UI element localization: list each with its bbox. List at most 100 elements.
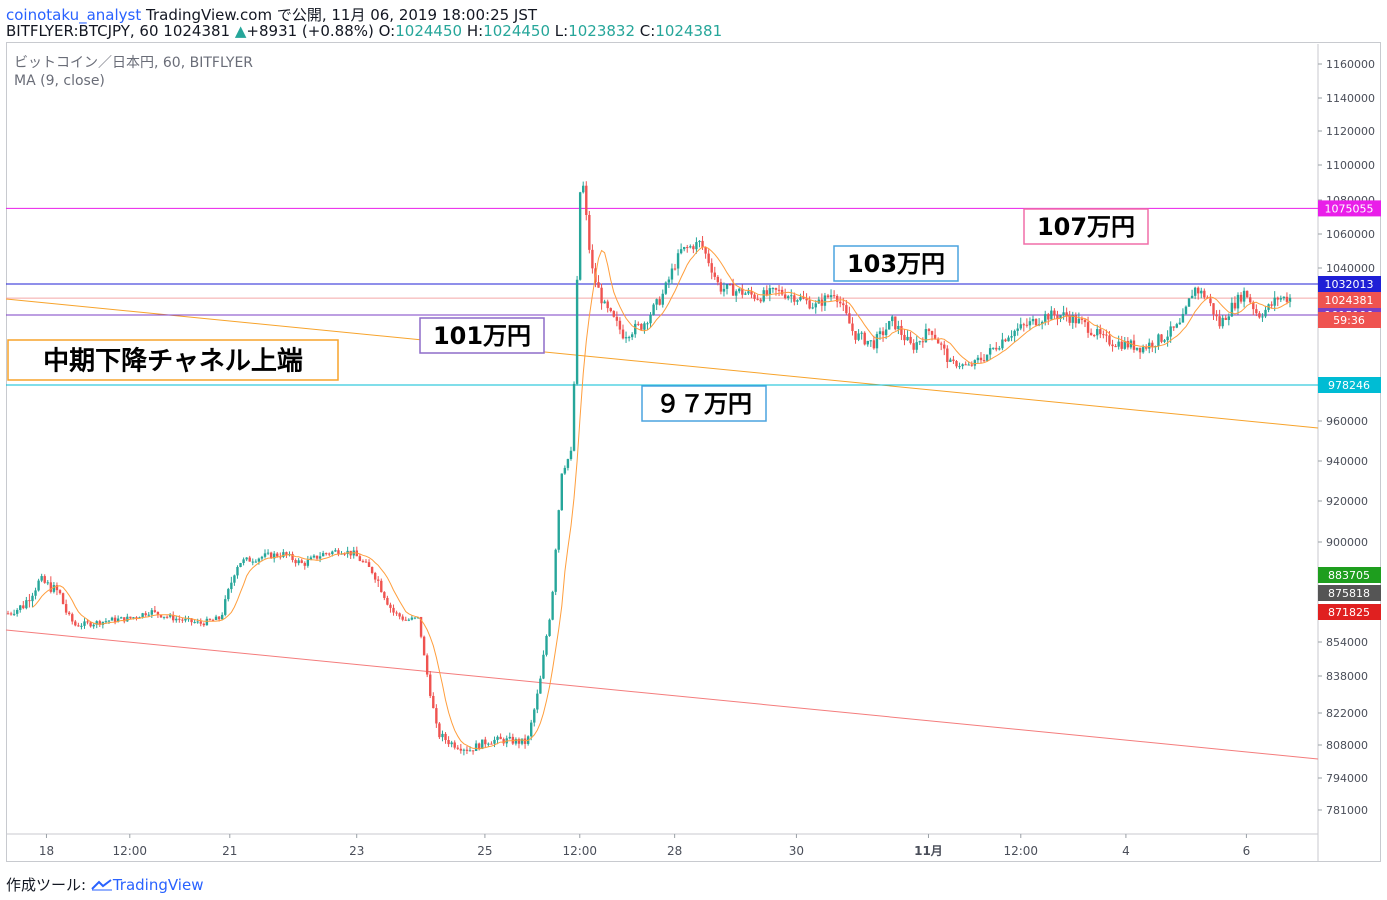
candle-body: [291, 553, 294, 561]
y-tick-label: 1060000: [1326, 228, 1375, 241]
candle-body: [1187, 298, 1191, 307]
candle-body: [661, 293, 664, 305]
candle-body: [251, 561, 254, 563]
candle-body: [903, 334, 906, 341]
candle-body: [557, 510, 560, 550]
candle-body: [728, 284, 732, 286]
candle-body: [162, 616, 166, 618]
price-badge-label: 871825: [1328, 606, 1370, 619]
tradingview-logo-icon: [91, 879, 112, 891]
candle-body: [129, 616, 132, 619]
candle-body: [658, 299, 661, 305]
candle-body: [1031, 318, 1035, 322]
candle-body: [1151, 342, 1154, 348]
candle-body: [1089, 332, 1093, 336]
candle-body: [927, 329, 931, 332]
candle-body: [695, 242, 698, 250]
candle-body: [872, 340, 876, 349]
chart-legend: ビットコイン／日本円, 60, BITFLYER MA (9, close): [14, 54, 253, 90]
candle-body: [530, 722, 533, 737]
candle-body: [101, 621, 105, 625]
candle-body: [912, 343, 915, 350]
candle-body: [1059, 315, 1062, 319]
candle-body: [1138, 347, 1142, 353]
candle-body: [1224, 317, 1227, 320]
candle-body: [46, 582, 49, 584]
candle-body: [869, 340, 873, 342]
candle-body: [147, 614, 150, 616]
candle-body: [533, 709, 536, 723]
legend-ma: MA (9, close): [14, 73, 105, 89]
candle-body: [6, 613, 10, 615]
candle-body: [34, 590, 37, 596]
candle-body: [331, 551, 334, 554]
symbol-header: BITFLYER:BTCJPY, 60 1024381 ▲+8931 (+0.8…: [6, 22, 722, 40]
candle-body: [1114, 346, 1117, 348]
candle-body: [1053, 310, 1056, 316]
candle-body: [217, 616, 221, 620]
up-arrow-icon: ▲: [234, 22, 247, 40]
candle-body: [878, 331, 882, 335]
candle-body: [1144, 347, 1148, 349]
candle-body: [802, 297, 805, 299]
candle-body: [1105, 334, 1108, 336]
candle-body: [1099, 329, 1102, 335]
candle-body: [667, 279, 671, 283]
price-badge-label: 1024381: [1325, 294, 1374, 307]
candle-body: [337, 550, 340, 555]
x-tick-label: 12:00: [562, 844, 597, 858]
footer-brand[interactable]: TradingView: [112, 876, 204, 894]
publish-info: TradingView.com で公開, 11月 06, 2019 18:00:…: [146, 6, 538, 24]
candle-body: [936, 338, 940, 344]
candle-body: [107, 620, 111, 622]
candle-body: [603, 301, 606, 304]
candle-body: [832, 295, 836, 297]
candle-body: [909, 336, 912, 344]
candle-body: [123, 617, 126, 622]
candle-body: [422, 636, 426, 656]
y-tick-label: 781000: [1326, 804, 1368, 817]
candle-body: [701, 240, 704, 248]
candle-body: [585, 185, 588, 215]
candle-body: [86, 621, 89, 623]
candle-body: [484, 739, 487, 745]
y-tick-label: 808000: [1326, 739, 1368, 752]
annotation-label: 107万円: [1037, 213, 1135, 241]
candle-body: [995, 347, 998, 350]
candle-body: [395, 612, 398, 614]
candle-body: [425, 655, 429, 675]
candle-body: [1025, 324, 1029, 326]
candle-body: [318, 556, 322, 559]
candle-body: [1169, 326, 1172, 337]
candle-body: [621, 329, 625, 339]
candle-body: [716, 276, 720, 283]
author-link[interactable]: coinotaku_analyst: [6, 6, 142, 24]
candle-body: [1163, 340, 1166, 342]
y-tick-label: 794000: [1326, 772, 1368, 785]
close-label: C:: [639, 22, 656, 40]
candle-body: [211, 619, 215, 621]
candle-body: [435, 708, 438, 724]
candle-body: [900, 325, 903, 335]
symbol-label: BITFLYER:BTCJPY, 60: [6, 22, 159, 40]
candle-body: [679, 249, 683, 254]
candle-body: [31, 595, 34, 602]
candle-body: [92, 624, 95, 627]
open-value: 1024450: [395, 22, 463, 40]
candle-body: [1007, 337, 1010, 342]
y-tick-label: 940000: [1326, 455, 1368, 468]
candle-body: [783, 294, 787, 299]
candle-body: [762, 290, 765, 302]
candle-body: [597, 282, 600, 288]
footer-prefix: 作成ツール:: [6, 876, 87, 894]
candle-body: [343, 553, 346, 555]
x-tick-label: 25: [477, 844, 492, 858]
y-tick-label: 1040000: [1326, 262, 1375, 275]
candle-body: [1276, 297, 1279, 300]
candle-body: [1264, 309, 1267, 317]
candle-body: [153, 610, 157, 612]
candle-body: [731, 284, 735, 296]
candle-body: [600, 287, 603, 304]
candle-body: [1102, 334, 1105, 336]
